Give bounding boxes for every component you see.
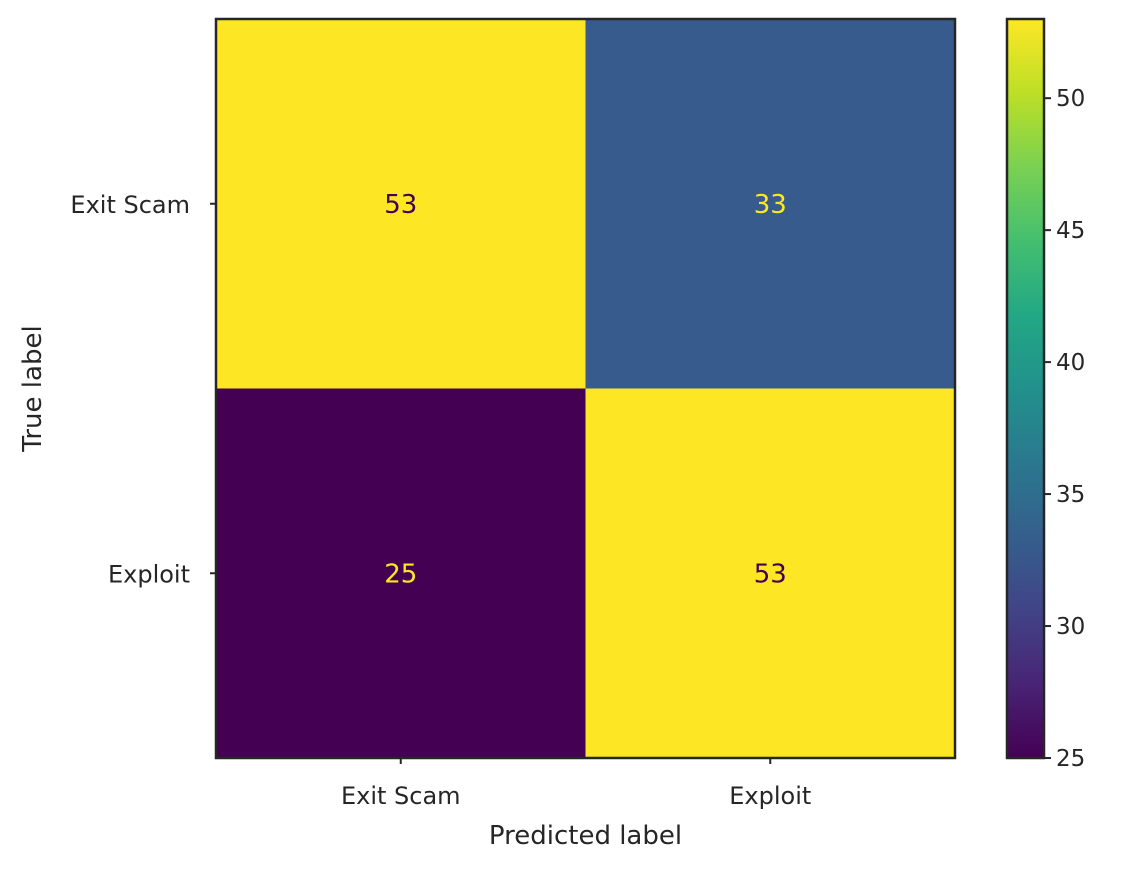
cell-value-label: 53 [754, 559, 787, 589]
cell-value-label: 33 [754, 190, 787, 220]
x-ticks: Exit Scam Exploit [341, 758, 811, 810]
colorbar-tick-label: 40 [1056, 350, 1085, 376]
colorbar-tick-label: 50 [1056, 86, 1085, 112]
y-axis-label: True label [18, 325, 48, 452]
colorbar-tick-label: 30 [1056, 614, 1085, 640]
cell-value-label: 25 [384, 559, 417, 589]
y-tick-label: Exploit [108, 560, 190, 588]
colorbar-tick-label: 35 [1056, 482, 1085, 508]
colorbar-ticks: 25 30 35 40 45 50 [1044, 86, 1085, 772]
x-tick-label: Exit Scam [341, 782, 461, 810]
matrix-cell [585, 388, 956, 759]
x-axis-label: Predicted label [489, 821, 682, 851]
cell-value-label: 53 [384, 190, 417, 220]
matrix-cell [585, 19, 956, 389]
colorbar-tick-label: 45 [1056, 218, 1085, 244]
matrix-frame [214, 17, 957, 760]
y-ticks: Exit Scam Exploit [70, 191, 216, 588]
y-tick-label: Exit Scam [70, 191, 190, 219]
matrix-cell [216, 388, 586, 759]
colorbar-frame [1005, 17, 1046, 760]
colorbar-tick-label: 25 [1056, 746, 1085, 772]
matrix-cell [216, 19, 586, 389]
colorbar [1007, 19, 1044, 758]
x-tick-label: Exploit [729, 782, 811, 810]
cell-labels: 53 33 25 53 [384, 190, 787, 590]
matrix-cells [216, 19, 956, 759]
